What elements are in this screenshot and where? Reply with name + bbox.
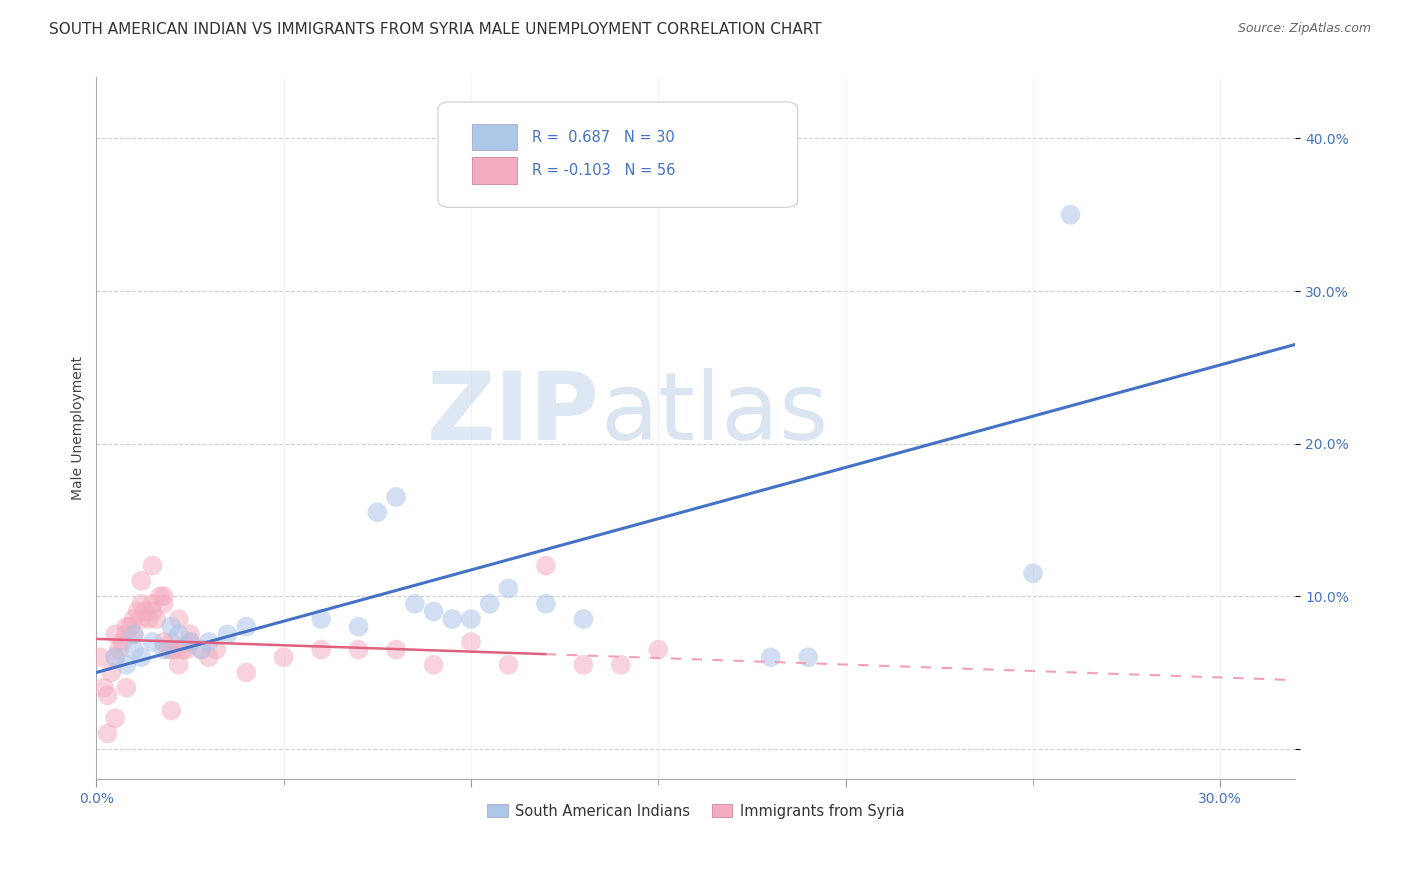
Point bbox=[115, 627, 138, 641]
Point bbox=[441, 612, 464, 626]
Point bbox=[115, 657, 138, 672]
Point bbox=[572, 657, 595, 672]
Point bbox=[104, 711, 127, 725]
Point bbox=[127, 604, 149, 618]
Point bbox=[797, 650, 820, 665]
Point bbox=[145, 612, 167, 626]
Point bbox=[366, 505, 388, 519]
Point bbox=[197, 635, 219, 649]
Point bbox=[273, 650, 295, 665]
Point bbox=[478, 597, 501, 611]
Point bbox=[160, 704, 183, 718]
Point bbox=[610, 657, 633, 672]
Point bbox=[149, 589, 172, 603]
Point bbox=[235, 620, 257, 634]
Point bbox=[89, 650, 111, 665]
Point bbox=[534, 558, 557, 573]
Point bbox=[97, 689, 120, 703]
Point bbox=[108, 642, 131, 657]
Point bbox=[122, 627, 145, 641]
Point bbox=[160, 635, 183, 649]
Point bbox=[385, 490, 408, 504]
FancyBboxPatch shape bbox=[471, 124, 517, 151]
Point bbox=[104, 650, 127, 665]
Point bbox=[160, 620, 183, 634]
Point bbox=[163, 642, 186, 657]
Point bbox=[347, 642, 370, 657]
Point bbox=[141, 635, 163, 649]
Text: R =  0.687   N = 30: R = 0.687 N = 30 bbox=[531, 129, 675, 145]
Point bbox=[134, 604, 156, 618]
Point bbox=[309, 612, 332, 626]
Point bbox=[309, 642, 332, 657]
Point bbox=[422, 604, 444, 618]
Point bbox=[404, 597, 426, 611]
Point bbox=[1022, 566, 1045, 581]
Point bbox=[217, 627, 239, 641]
Point bbox=[131, 650, 153, 665]
Text: SOUTH AMERICAN INDIAN VS IMMIGRANTS FROM SYRIA MALE UNEMPLOYMENT CORRELATION CHA: SOUTH AMERICAN INDIAN VS IMMIGRANTS FROM… bbox=[49, 22, 823, 37]
Point bbox=[160, 642, 183, 657]
Point bbox=[131, 597, 153, 611]
Point bbox=[141, 558, 163, 573]
Point bbox=[190, 642, 212, 657]
Point bbox=[174, 642, 197, 657]
Point bbox=[131, 574, 153, 588]
Point bbox=[1059, 208, 1081, 222]
Point bbox=[572, 612, 595, 626]
Text: R = -0.103   N = 56: R = -0.103 N = 56 bbox=[531, 163, 675, 178]
Point bbox=[156, 642, 179, 657]
Legend: South American Indians, Immigrants from Syria: South American Indians, Immigrants from … bbox=[481, 798, 910, 824]
Point bbox=[122, 612, 145, 626]
Point bbox=[152, 597, 174, 611]
Text: atlas: atlas bbox=[600, 368, 828, 460]
Point bbox=[115, 620, 138, 634]
Point bbox=[235, 665, 257, 680]
Point bbox=[647, 642, 669, 657]
Y-axis label: Male Unemployment: Male Unemployment bbox=[72, 356, 86, 500]
Point bbox=[205, 642, 228, 657]
Point bbox=[460, 612, 482, 626]
Point bbox=[141, 604, 163, 618]
Point bbox=[97, 726, 120, 740]
Point bbox=[347, 620, 370, 634]
FancyBboxPatch shape bbox=[439, 102, 797, 207]
Point bbox=[104, 627, 127, 641]
Point bbox=[115, 681, 138, 695]
FancyBboxPatch shape bbox=[471, 158, 517, 184]
Point bbox=[179, 627, 201, 641]
Point bbox=[534, 597, 557, 611]
Point bbox=[460, 635, 482, 649]
Text: ZIP: ZIP bbox=[427, 368, 600, 460]
Point bbox=[190, 642, 212, 657]
Point bbox=[759, 650, 782, 665]
Point bbox=[93, 681, 115, 695]
Point bbox=[172, 642, 194, 657]
Point bbox=[422, 657, 444, 672]
Point bbox=[167, 612, 190, 626]
Point bbox=[152, 589, 174, 603]
Point bbox=[385, 642, 408, 657]
Point bbox=[498, 657, 520, 672]
Point bbox=[131, 612, 153, 626]
Point bbox=[167, 627, 190, 641]
Point bbox=[100, 665, 122, 680]
Point bbox=[122, 627, 145, 641]
Point bbox=[111, 635, 134, 649]
Point bbox=[152, 635, 174, 649]
Point bbox=[138, 612, 160, 626]
Point bbox=[197, 650, 219, 665]
Point bbox=[152, 642, 174, 657]
Point bbox=[120, 620, 142, 634]
Point bbox=[179, 635, 201, 649]
Point bbox=[498, 582, 520, 596]
Point bbox=[167, 657, 190, 672]
Point bbox=[104, 650, 127, 665]
Point bbox=[141, 597, 163, 611]
Point bbox=[179, 635, 201, 649]
Text: Source: ZipAtlas.com: Source: ZipAtlas.com bbox=[1237, 22, 1371, 36]
Point bbox=[122, 642, 145, 657]
